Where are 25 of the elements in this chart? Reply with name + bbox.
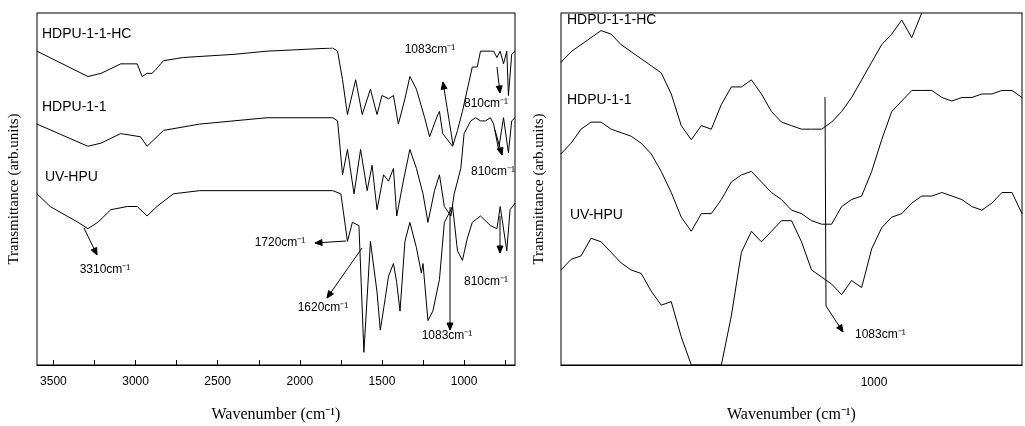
annotation: 3310cm⁻¹ xyxy=(79,262,131,277)
annotation: 1083cm⁻¹ xyxy=(404,42,456,57)
annotation: 1083cm⁻¹ xyxy=(421,328,473,343)
y-axis-title: Transmittance (arb.units) xyxy=(530,113,548,265)
y-axis-title: Transmittance (arb.units) xyxy=(5,113,23,265)
annotation: 1620cm⁻¹ xyxy=(297,300,349,315)
series-label: HDPU-1-1-HC xyxy=(42,24,132,41)
series-label: HDPU-1-1 xyxy=(567,90,632,107)
annotation: 1720cm⁻¹ xyxy=(254,235,306,250)
x-axis-title: Wavenumber (cm⁻¹) xyxy=(211,404,341,423)
series-label: HDPU-1-1-HC xyxy=(567,10,657,27)
series-label: UV-HPU xyxy=(45,167,98,184)
x-tick-label: 1500 xyxy=(368,374,396,388)
annotation: 810cm⁻¹ xyxy=(463,274,509,289)
annotation: 1083cm⁻¹ xyxy=(855,327,906,342)
x-tick-label: 2000 xyxy=(286,374,314,388)
x-tick-label: 2500 xyxy=(204,374,232,388)
annotation: 810cm⁻¹ xyxy=(463,96,509,111)
series-label: HDPU-1-1 xyxy=(42,97,107,114)
series-label: UV-HPU xyxy=(570,205,623,222)
x-tick-label: 3000 xyxy=(122,374,150,388)
annotation: 810cm⁻¹ xyxy=(470,164,516,179)
x-tick-label: 1000 xyxy=(450,374,478,388)
x-tick-label: 3500 xyxy=(40,374,68,388)
x-axis-title: Wavenumber (cm⁻¹) xyxy=(727,404,856,423)
